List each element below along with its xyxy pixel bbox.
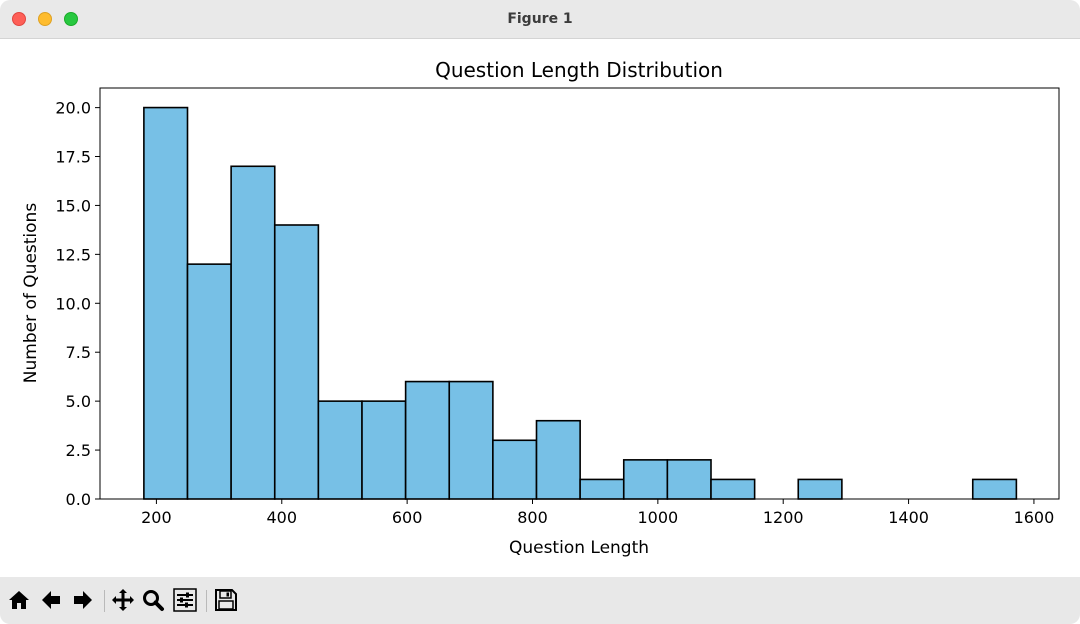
histogram-bar [797, 478, 843, 500]
sliders-icon [173, 588, 197, 612]
y-axis-label: Number of Questions [21, 203, 41, 384]
save-button[interactable] [213, 587, 239, 613]
y-tick-label: 17.5 [55, 148, 91, 167]
y-tick-label: 0.0 [66, 490, 91, 509]
x-tick-label: 200 [141, 508, 172, 527]
x-tick-label: 800 [517, 508, 548, 527]
histogram-bar [535, 419, 581, 500]
x-tick-label: 1600 [1014, 508, 1055, 527]
magnifier-icon [143, 590, 164, 611]
histogram-bar [230, 165, 276, 500]
floppy-disk-icon [215, 589, 237, 611]
x-tick-label: 600 [392, 508, 423, 527]
maximize-window-button[interactable] [64, 12, 78, 26]
y-tick-label: 5.0 [66, 392, 91, 411]
minimize-window-button[interactable] [38, 12, 52, 26]
histogram-bar [971, 478, 1018, 500]
x-axis-label: Question Length [509, 538, 649, 558]
arrow-right-icon [74, 591, 92, 609]
figure-canvas: Question Length Distribution 200 400 600 80… [0, 39, 1080, 577]
y-tick-label: 7.5 [66, 343, 91, 362]
x-tick-label: 1400 [888, 508, 929, 527]
configure-subplots-button[interactable] [172, 587, 198, 613]
pan-button[interactable] [110, 587, 136, 613]
histogram-bar [710, 478, 756, 500]
plot-frame [99, 87, 1060, 500]
y-tick-label: 2.5 [66, 441, 91, 460]
forward-button[interactable] [70, 587, 96, 613]
toolbar-separator [104, 590, 105, 612]
y-tick-label: 20.0 [55, 99, 91, 118]
toolbar-separator [206, 590, 207, 612]
x-tick-label: 1000 [637, 508, 678, 527]
chart-title: Question Length Distribution [435, 58, 723, 82]
histogram-bar [622, 459, 669, 500]
histogram-bar [361, 400, 407, 500]
y-tick-label: 12.5 [55, 245, 91, 264]
x-tick-label: 400 [266, 508, 297, 527]
histogram-bar [579, 478, 625, 500]
back-button[interactable] [38, 587, 64, 613]
y-tick-label: 10.0 [55, 294, 91, 313]
histogram-bar [317, 400, 363, 500]
histogram-chart: Question Length Distribution 200 400 600 80… [21, 58, 1060, 558]
home-button[interactable] [6, 587, 32, 613]
y-tick-label: 15.0 [55, 196, 91, 215]
x-tick-label: 1200 [763, 508, 804, 527]
x-axis-ticks: 200 400 600 800 1000 1200 1400 1600 [141, 499, 1054, 527]
histogram-bar [186, 263, 232, 500]
y-axis-ticks: 0.0 2.5 5.0 7.5 10.0 12.5 15.0 17.5 20.0 [55, 99, 100, 509]
title-bar: Figure 1 [0, 0, 1080, 39]
histogram-bar [404, 380, 451, 500]
histogram-bar [143, 106, 189, 500]
histogram-bar [666, 459, 712, 500]
histogram-bar [448, 380, 494, 500]
arrow-left-icon [42, 591, 60, 609]
close-window-button[interactable] [12, 12, 26, 26]
window-title: Figure 1 [507, 11, 573, 27]
histogram-bars [143, 106, 1018, 500]
home-icon [9, 591, 29, 609]
zoom-button[interactable] [140, 587, 166, 613]
histogram-bar [273, 224, 320, 500]
histogram-bar [492, 439, 538, 500]
move-icon [112, 589, 134, 611]
navigation-toolbar [0, 577, 1080, 624]
